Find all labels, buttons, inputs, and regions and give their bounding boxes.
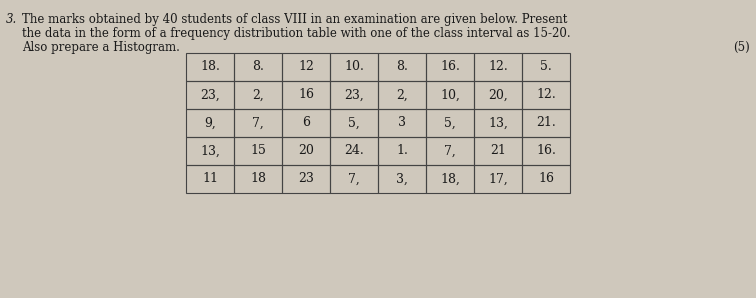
- Text: 12.: 12.: [536, 89, 556, 102]
- Bar: [234, 109, 282, 137]
- Bar: [186, 53, 234, 81]
- Text: 23: 23: [298, 173, 314, 185]
- Bar: [378, 81, 426, 109]
- Text: 11: 11: [202, 173, 218, 185]
- Text: Also prepare a Histogram.: Also prepare a Histogram.: [22, 41, 180, 54]
- Text: 16: 16: [298, 89, 314, 102]
- Text: 1.: 1.: [396, 145, 408, 158]
- Bar: [426, 81, 474, 109]
- Bar: [522, 165, 570, 193]
- Text: 16.: 16.: [440, 60, 460, 74]
- Text: 5.: 5.: [540, 60, 552, 74]
- Text: 18,: 18,: [440, 173, 460, 185]
- Text: the data in the form of a frequency distribution table with one of the class int: the data in the form of a frequency dist…: [22, 27, 571, 40]
- Text: 13,: 13,: [200, 145, 220, 158]
- Bar: [474, 109, 522, 137]
- Bar: [330, 165, 378, 193]
- Text: 7,: 7,: [252, 117, 264, 130]
- Bar: [426, 137, 474, 165]
- Bar: [474, 165, 522, 193]
- Bar: [474, 81, 522, 109]
- Text: 18.: 18.: [200, 60, 220, 74]
- Bar: [426, 109, 474, 137]
- Bar: [474, 137, 522, 165]
- Bar: [330, 109, 378, 137]
- Text: 3: 3: [398, 117, 406, 130]
- Bar: [282, 137, 330, 165]
- Text: 6: 6: [302, 117, 310, 130]
- Text: 13,: 13,: [488, 117, 508, 130]
- Bar: [282, 81, 330, 109]
- Bar: [426, 165, 474, 193]
- Bar: [330, 81, 378, 109]
- Bar: [186, 137, 234, 165]
- Text: 5,: 5,: [444, 117, 456, 130]
- Bar: [186, 81, 234, 109]
- Text: 5,: 5,: [348, 117, 360, 130]
- Text: 15: 15: [250, 145, 266, 158]
- Text: 17,: 17,: [488, 173, 508, 185]
- Bar: [282, 109, 330, 137]
- Bar: [186, 165, 234, 193]
- Bar: [234, 165, 282, 193]
- Bar: [234, 137, 282, 165]
- Text: 8.: 8.: [252, 60, 264, 74]
- Bar: [234, 81, 282, 109]
- Bar: [282, 53, 330, 81]
- Text: 12.: 12.: [488, 60, 508, 74]
- Text: 18: 18: [250, 173, 266, 185]
- Text: 20,: 20,: [488, 89, 508, 102]
- Bar: [474, 53, 522, 81]
- Text: 16: 16: [538, 173, 554, 185]
- Text: The marks obtained by 40 students of class VIII in an examination are given belo: The marks obtained by 40 students of cla…: [22, 13, 567, 26]
- Bar: [282, 165, 330, 193]
- Text: 20: 20: [298, 145, 314, 158]
- Text: 16.: 16.: [536, 145, 556, 158]
- Bar: [186, 109, 234, 137]
- Text: 8.: 8.: [396, 60, 408, 74]
- Text: (5): (5): [733, 41, 750, 54]
- Text: 10.: 10.: [344, 60, 364, 74]
- Bar: [522, 81, 570, 109]
- Bar: [330, 137, 378, 165]
- Bar: [234, 53, 282, 81]
- Text: 10,: 10,: [440, 89, 460, 102]
- Text: 9,: 9,: [204, 117, 216, 130]
- Text: 21: 21: [490, 145, 506, 158]
- Text: 7,: 7,: [444, 145, 456, 158]
- Bar: [378, 165, 426, 193]
- Text: 12: 12: [298, 60, 314, 74]
- Text: 7,: 7,: [348, 173, 360, 185]
- Text: 3,: 3,: [396, 173, 408, 185]
- Text: 2,: 2,: [252, 89, 264, 102]
- Text: 23,: 23,: [200, 89, 220, 102]
- Text: 2,: 2,: [396, 89, 408, 102]
- Bar: [378, 109, 426, 137]
- Bar: [378, 137, 426, 165]
- Bar: [522, 137, 570, 165]
- Bar: [330, 53, 378, 81]
- Bar: [426, 53, 474, 81]
- Text: 21.: 21.: [536, 117, 556, 130]
- Text: 3.: 3.: [6, 13, 17, 26]
- Bar: [522, 53, 570, 81]
- Bar: [522, 109, 570, 137]
- Bar: [378, 53, 426, 81]
- Text: 23,: 23,: [344, 89, 364, 102]
- Text: 24.: 24.: [344, 145, 364, 158]
